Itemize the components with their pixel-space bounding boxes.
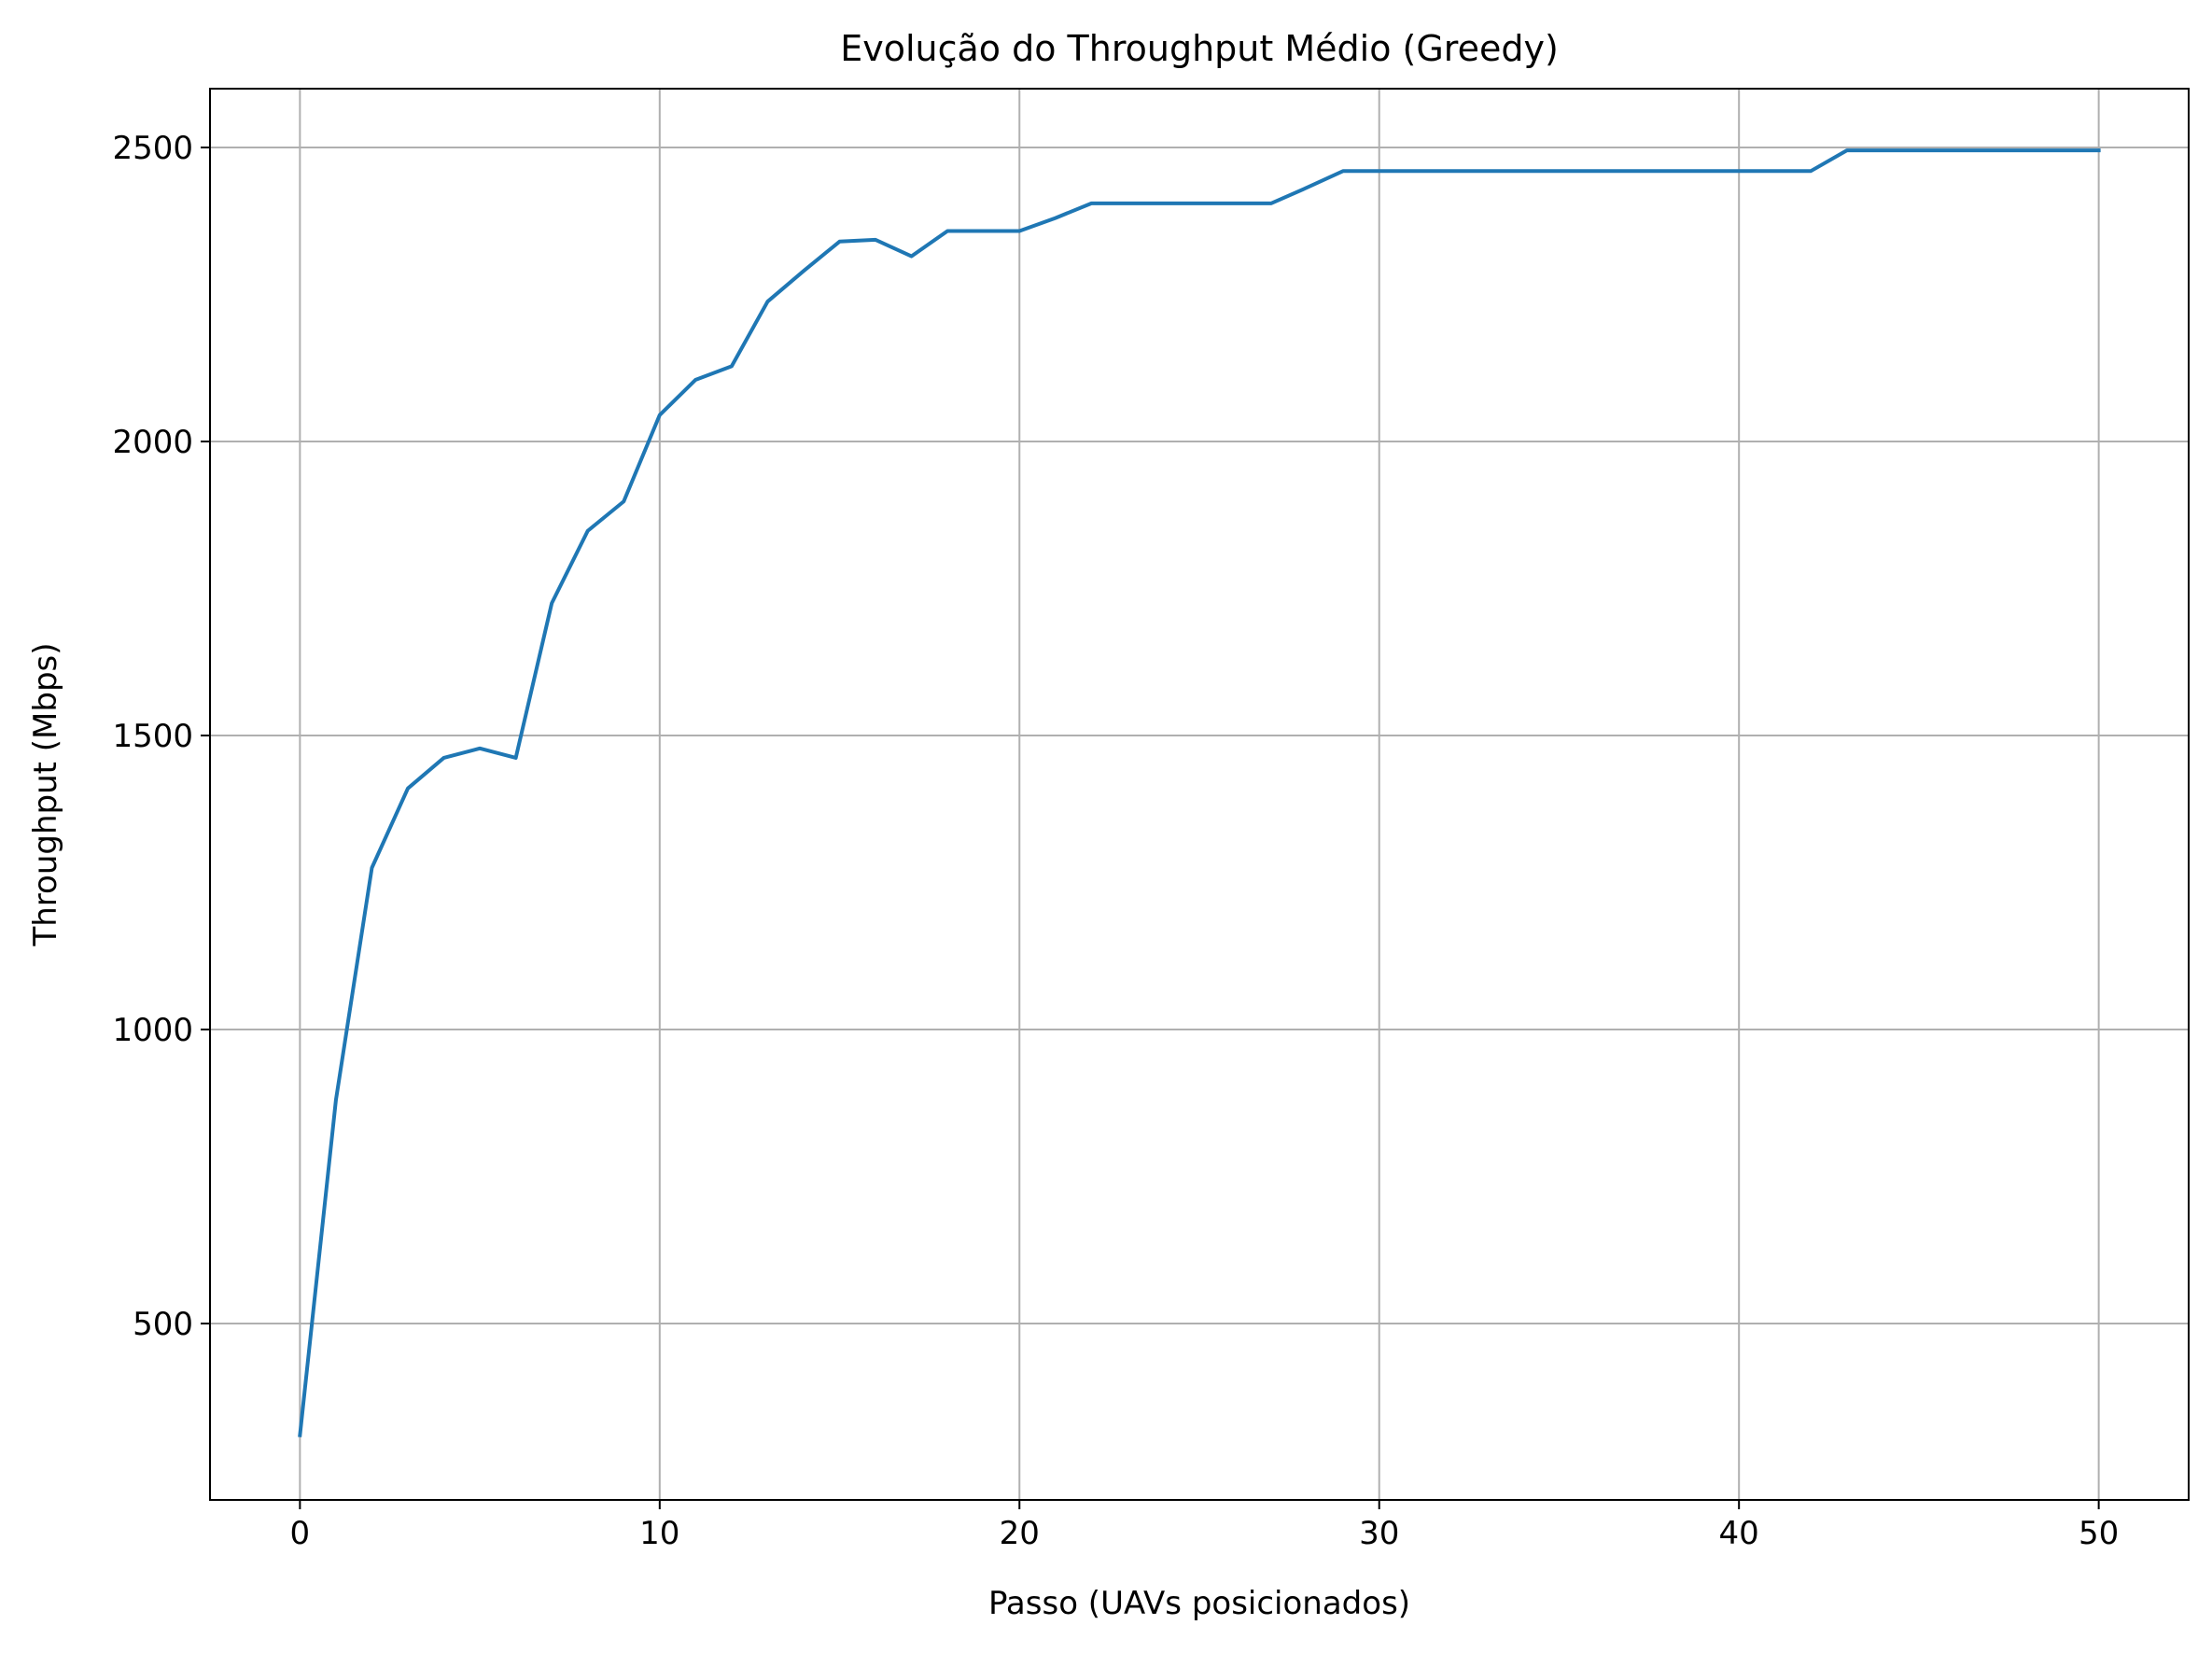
y-tick-label: 1000 bbox=[112, 1012, 193, 1049]
x-tick-label: 40 bbox=[1719, 1515, 1759, 1552]
x-tick-label: 20 bbox=[1000, 1515, 1040, 1552]
plot-frame bbox=[209, 88, 2190, 1501]
x-axis-label: Passo (UAVs posicionados) bbox=[988, 1585, 1410, 1622]
y-tick-label: 2500 bbox=[112, 130, 193, 167]
series-line-1 bbox=[298, 148, 2101, 1437]
x-tick-label: 0 bbox=[290, 1515, 311, 1552]
y-axis-label: Throughput (Mbps) bbox=[27, 642, 64, 946]
axis-ticks: 0 10 20 30 40 50 500 1000 1500 2000 2500 bbox=[112, 130, 2119, 1552]
x-tick-label: 10 bbox=[639, 1515, 679, 1552]
x-tick-label: 50 bbox=[2079, 1515, 2119, 1552]
x-tick-label: 30 bbox=[1359, 1515, 1399, 1552]
y-tick-label: 1500 bbox=[112, 718, 193, 755]
chart-title: Evolução do Throughput Médio (Greedy) bbox=[840, 28, 1559, 69]
series-layer bbox=[298, 148, 2101, 1437]
grid-lines bbox=[210, 89, 2189, 1500]
y-tick-label: 2000 bbox=[112, 424, 193, 461]
y-tick-label: 500 bbox=[133, 1306, 193, 1343]
